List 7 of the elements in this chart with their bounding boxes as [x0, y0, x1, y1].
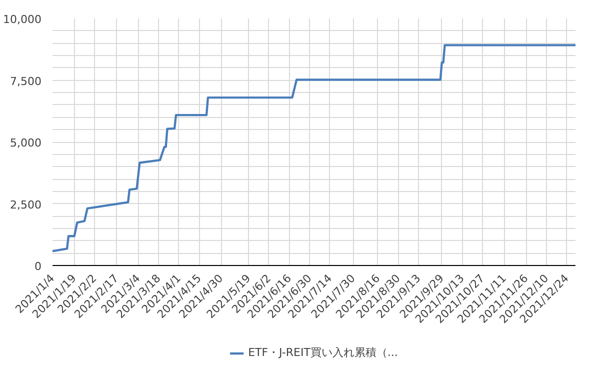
y-tick-label: 7,500 — [10, 74, 42, 88]
line-series — [52, 44, 576, 252]
y-tick-label: 2,500 — [10, 198, 42, 212]
legend-label: ETF・J-REIT買い入れ累積（... — [248, 345, 398, 360]
y-tick-label: 10,000 — [3, 13, 42, 26]
y-tick-label: 5,000 — [10, 136, 42, 150]
y-tick-label: 0 — [34, 260, 42, 273]
